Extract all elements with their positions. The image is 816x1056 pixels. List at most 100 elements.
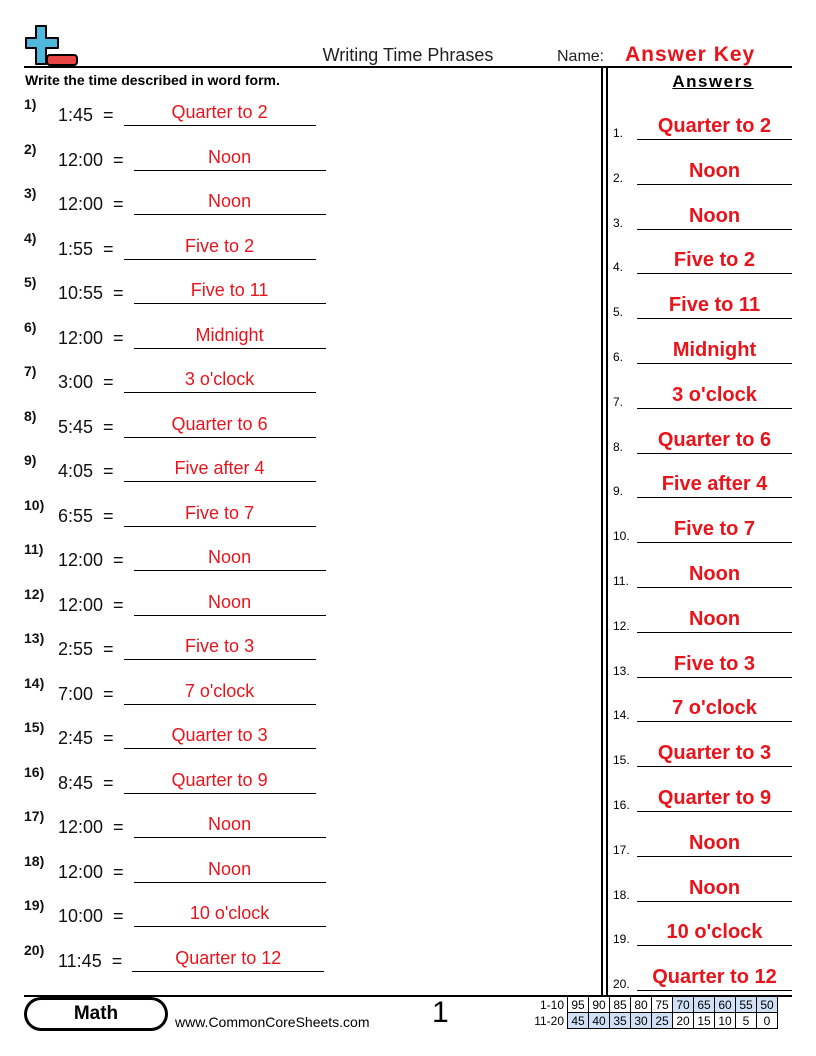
score-cell: 40 — [588, 1012, 610, 1029]
answer-field[interactable]: Five to 2 — [123, 236, 316, 260]
answer-field[interactable]: Quarter to 2 — [123, 102, 316, 126]
site-url[interactable]: www.CommonCoreSheets.com — [175, 1014, 370, 1030]
question-row: 2) 12:00 = Noon — [24, 141, 326, 171]
answer-field[interactable]: 7 o'clock — [123, 681, 316, 705]
column-divider — [601, 68, 603, 996]
answer-key-row: 20. Quarter to 12 — [613, 961, 792, 992]
score-cell: 65 — [693, 996, 715, 1013]
score-cell: 90 — [588, 996, 610, 1013]
equals-sign: = — [103, 461, 114, 481]
answer-key-value: Noon — [637, 608, 792, 633]
equals-sign: = — [113, 861, 124, 882]
answer-number: 13. — [613, 663, 630, 678]
question-row: 10) 6:55 = Five to 7 — [24, 497, 316, 527]
answer-key-value: 3 o'clock — [637, 384, 792, 409]
answer-key-row: 3. Noon — [613, 200, 792, 230]
question-number: 5) — [24, 274, 37, 290]
equals-sign: = — [103, 772, 114, 793]
question-row: 11) 12:00 = Noon — [24, 541, 326, 571]
question-row: 18) 12:00 = Noon — [24, 853, 326, 883]
answer-field[interactable]: Five to 7 — [123, 503, 316, 527]
answer-field[interactable]: Noon — [133, 147, 326, 171]
equals-sign: = — [103, 505, 114, 526]
answer-key-value: Noon — [637, 205, 792, 230]
answer-field[interactable]: Five to 11 — [133, 280, 326, 304]
score-cell: 95 — [567, 996, 589, 1013]
equals-sign: = — [113, 550, 124, 570]
answer-field[interactable]: Five after 4 — [123, 458, 316, 482]
question-number: 12) — [24, 585, 45, 602]
answer-field[interactable]: Quarter to 12 — [132, 948, 325, 972]
question-number: 6) — [24, 318, 37, 335]
equals-sign: = — [103, 372, 114, 392]
score-cell: 15 — [693, 1012, 715, 1029]
answer-key-row: 8. Quarter to 6 — [613, 424, 792, 454]
score-cell: 75 — [651, 996, 673, 1013]
answer-number: 3. — [613, 215, 624, 230]
answer-key-row: 4. Five to 2 — [613, 244, 792, 275]
answer-field[interactable]: 10 o'clock — [133, 903, 326, 927]
worksheet-title: Writing Time Phrases — [322, 45, 494, 65]
answer-key-value: Quarter to 6 — [637, 429, 792, 454]
answer-key-value: Noon — [637, 877, 792, 902]
answer-number: 6. — [613, 350, 624, 364]
equals-sign: = — [113, 906, 124, 926]
answer-field[interactable]: Quarter to 9 — [123, 770, 316, 794]
answer-field[interactable]: Noon — [133, 547, 326, 571]
question-number: 10) — [24, 496, 45, 513]
answer-field[interactable]: Noon — [133, 814, 326, 838]
answer-key-row: 6. Midnight — [613, 334, 792, 364]
answer-field[interactable]: 3 o'clock — [123, 369, 316, 393]
answer-field[interactable]: Noon — [133, 592, 326, 616]
score-row-label: 11-20 — [534, 1013, 564, 1028]
question-time: 3:00 — [58, 372, 94, 392]
question-row: 15) 2:45 = Quarter to 3 — [24, 719, 316, 749]
instructions: Write the time described in word form. — [25, 72, 280, 88]
page-number: 1 — [432, 996, 449, 1029]
equals-sign: = — [103, 639, 114, 659]
question-time: 12:00 — [58, 861, 104, 882]
question-number: 15) — [24, 719, 45, 735]
equals-sign: = — [113, 327, 124, 348]
equals-sign: = — [113, 594, 124, 615]
score-cell: 5 — [735, 1012, 757, 1029]
answer-field[interactable]: Noon — [133, 859, 326, 883]
answer-key-value: Quarter to 2 — [637, 115, 792, 140]
header-divider — [24, 66, 792, 68]
answer-field[interactable]: Midnight — [133, 325, 326, 349]
question-number: 14) — [24, 674, 45, 691]
question-time: 11:45 — [58, 950, 102, 971]
answer-number: 19. — [613, 932, 630, 947]
answer-key-value: Five to 2 — [637, 249, 792, 275]
question-time: 12:00 — [58, 817, 104, 837]
answer-number: 17. — [613, 842, 630, 857]
question-number: 20) — [24, 941, 45, 958]
answer-key-value: Quarter to 3 — [637, 742, 792, 768]
question-time: 10:00 — [58, 906, 104, 926]
answer-field[interactable]: Quarter to 3 — [123, 725, 316, 749]
question-number: 1) — [24, 96, 37, 112]
question-number: 3) — [24, 185, 37, 201]
answer-key-row: 14. 7 o'clock — [613, 692, 792, 723]
answer-number: 8. — [613, 439, 624, 454]
answer-number: 15. — [613, 753, 630, 768]
answer-field[interactable]: Quarter to 6 — [123, 414, 316, 438]
plus-minus-logo-icon — [25, 25, 78, 66]
answer-key-value: Five to 3 — [637, 653, 792, 678]
subject-badge-inner — [27, 1000, 165, 1028]
score-cell: 70 — [672, 996, 694, 1013]
score-cell: 25 — [651, 1012, 673, 1029]
question-row: 12) 12:00 = Noon — [24, 586, 326, 616]
answer-key-value: Five to 7 — [637, 518, 792, 544]
question-time: 6:55 — [58, 505, 94, 526]
answer-number: 5. — [613, 305, 624, 320]
answer-number: 12. — [613, 618, 630, 633]
answer-field[interactable]: Noon — [133, 191, 326, 215]
answer-key-row: 1. Quarter to 2 — [613, 110, 792, 140]
question-row: 5) 10:55 = Five to 11 — [24, 274, 326, 304]
score-cell: 20 — [672, 1012, 694, 1029]
answer-key-value: 10 o'clock — [637, 921, 792, 947]
question-time: 5:45 — [58, 416, 94, 437]
answer-field[interactable]: Five to 3 — [123, 636, 316, 660]
